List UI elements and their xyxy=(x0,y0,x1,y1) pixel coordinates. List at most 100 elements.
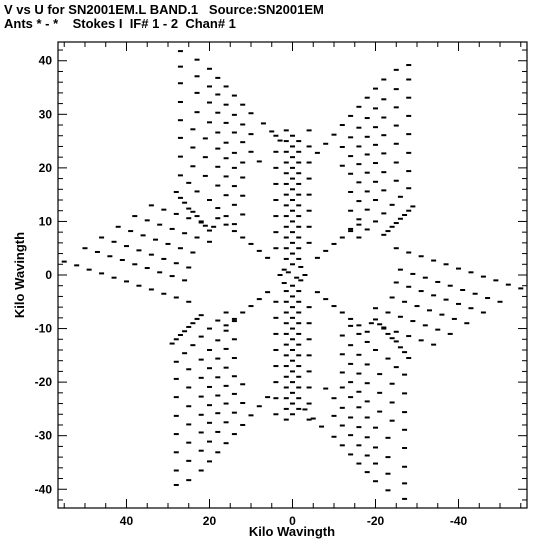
data-point xyxy=(153,238,159,241)
data-point xyxy=(339,444,345,447)
data-point xyxy=(283,236,289,239)
data-point xyxy=(248,414,254,417)
y-axis-label: Kilo Wavingth xyxy=(12,232,27,318)
data-point xyxy=(161,292,167,295)
data-point xyxy=(99,272,105,275)
data-point xyxy=(296,365,302,368)
data-point xyxy=(290,391,295,394)
data-point xyxy=(296,311,302,314)
data-point xyxy=(410,320,416,323)
data-point xyxy=(397,217,403,220)
data-point xyxy=(148,288,154,291)
data-point xyxy=(165,242,171,245)
y-tick-label: -20 xyxy=(35,375,53,389)
data-point xyxy=(356,324,362,327)
data-point xyxy=(198,335,204,338)
data-point xyxy=(215,394,221,397)
data-point xyxy=(306,306,312,309)
data-point xyxy=(306,402,312,405)
data-point xyxy=(283,225,289,228)
data-point xyxy=(240,423,246,426)
data-point xyxy=(157,223,163,226)
data-point xyxy=(240,311,246,314)
data-point xyxy=(319,425,325,428)
data-point xyxy=(296,322,302,325)
data-point xyxy=(298,279,304,282)
data-point xyxy=(356,353,362,356)
data-point xyxy=(290,252,295,255)
data-point xyxy=(173,469,179,472)
data-point xyxy=(397,315,403,318)
data-point xyxy=(273,247,279,250)
data-point xyxy=(418,290,424,293)
data-point xyxy=(356,390,362,393)
data-point xyxy=(186,479,192,482)
data-point xyxy=(231,131,237,134)
data-point xyxy=(231,338,237,341)
data-point xyxy=(248,112,254,115)
data-point xyxy=(306,418,312,421)
data-point xyxy=(290,402,295,405)
data-point xyxy=(231,230,237,233)
data-point xyxy=(402,214,408,217)
data-point xyxy=(393,106,399,109)
data-point xyxy=(198,449,204,452)
data-point xyxy=(283,150,289,153)
data-point xyxy=(393,161,399,164)
data-point xyxy=(173,212,179,215)
data-point xyxy=(294,276,300,279)
data-point xyxy=(136,249,142,252)
data-point xyxy=(290,316,295,319)
data-point xyxy=(393,142,399,145)
data-point xyxy=(348,396,354,399)
data-point xyxy=(290,381,295,384)
data-point xyxy=(177,65,183,68)
data-point xyxy=(283,322,289,325)
data-point xyxy=(283,354,289,357)
data-point xyxy=(277,139,283,142)
data-point xyxy=(348,324,354,327)
data-point xyxy=(385,489,391,492)
data-point xyxy=(389,225,395,228)
data-point xyxy=(248,242,254,245)
data-point xyxy=(231,375,237,378)
data-point xyxy=(260,122,266,125)
data-point xyxy=(480,275,486,278)
data-point xyxy=(364,454,370,457)
data-point xyxy=(296,204,302,207)
data-point xyxy=(194,215,200,218)
data-point xyxy=(186,217,192,220)
data-point xyxy=(256,298,262,301)
data-point xyxy=(339,164,345,167)
data-point xyxy=(186,300,192,303)
data-point xyxy=(381,116,387,119)
data-point xyxy=(348,416,354,419)
y-tick-label: -10 xyxy=(35,322,53,336)
data-point xyxy=(190,128,196,131)
data-point xyxy=(231,317,237,320)
data-point xyxy=(296,247,302,250)
data-point xyxy=(144,219,150,222)
data-point xyxy=(283,397,289,400)
data-point xyxy=(381,189,387,192)
data-point xyxy=(296,225,302,228)
data-point xyxy=(273,166,279,169)
data-point xyxy=(194,190,200,193)
data-point xyxy=(206,348,212,351)
data-point xyxy=(223,311,229,314)
data-point xyxy=(231,203,237,206)
data-point xyxy=(290,145,295,148)
data-point xyxy=(323,387,329,390)
data-point xyxy=(356,332,362,335)
data-point xyxy=(406,335,412,338)
data-point xyxy=(323,249,329,252)
data-point xyxy=(231,113,237,116)
data-point xyxy=(206,404,212,407)
data-point xyxy=(348,209,354,212)
data-point xyxy=(248,133,254,136)
data-point xyxy=(339,236,345,239)
data-point xyxy=(161,208,167,211)
data-point xyxy=(373,199,379,202)
data-point xyxy=(373,318,379,321)
data-point xyxy=(385,311,391,314)
